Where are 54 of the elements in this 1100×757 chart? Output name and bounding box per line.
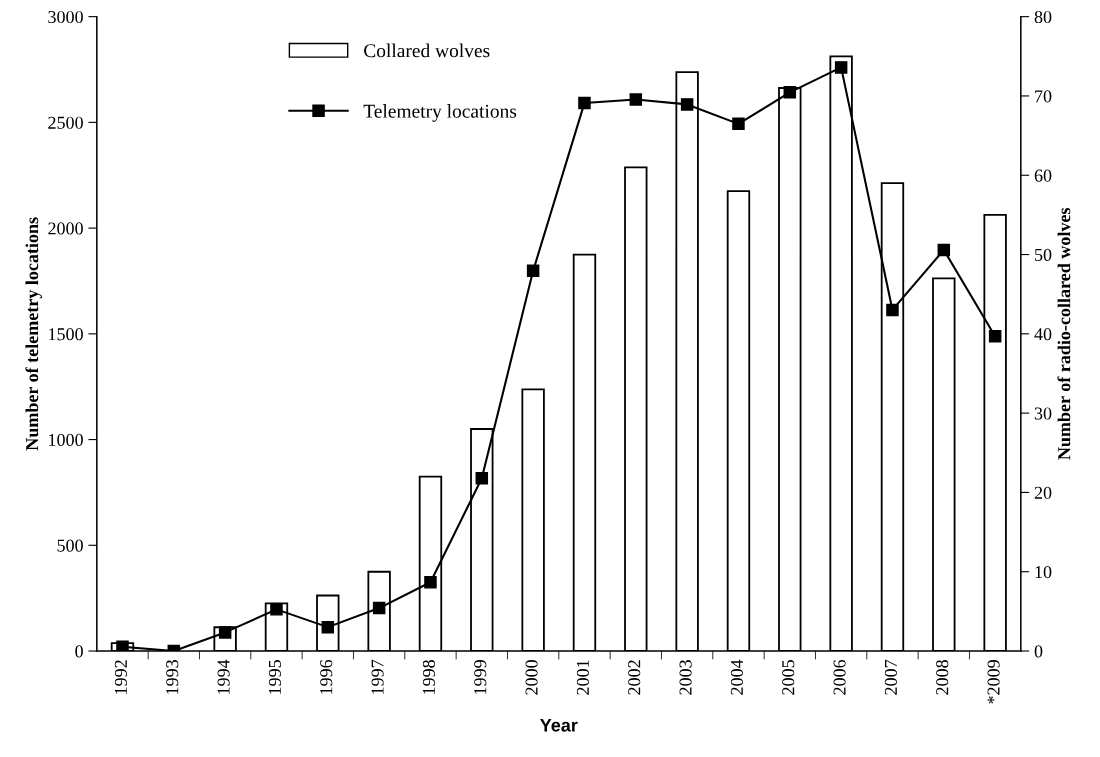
- y2-tick-label: 60: [1034, 169, 1052, 182]
- y2-axis-title: Number of radio-collared wolves: [1057, 207, 1071, 460]
- x-tick-label: 1997: [371, 659, 384, 694]
- y-tick-label: 1000: [49, 433, 83, 447]
- point: [988, 330, 1002, 343]
- x-tick-label: 2002: [628, 660, 641, 695]
- point: [783, 86, 797, 99]
- legend-label: Collared wolves: [364, 43, 490, 58]
- point: [629, 93, 643, 106]
- y-tick-label: 1500: [49, 328, 83, 341]
- point: [321, 620, 335, 634]
- x-tick-label: 1995: [268, 660, 281, 694]
- y2-tick-label: 20: [1034, 486, 1052, 499]
- x-tick-label: 2006: [833, 659, 846, 695]
- x-tick-label: 2008: [936, 660, 949, 695]
- x-tick-label: 2001: [576, 660, 589, 695]
- point: [937, 243, 951, 257]
- legend-label: Telemetry locations: [363, 104, 517, 122]
- y2-tick-label: 10: [1035, 565, 1052, 579]
- x-tick-label: 1992: [114, 660, 127, 694]
- y-tick-label: 3000: [48, 10, 83, 24]
- y-axis-title: Number of telemetry locations: [25, 217, 42, 451]
- point: [834, 61, 848, 74]
- y2-tick-label: 30: [1034, 407, 1052, 420]
- point: [526, 264, 540, 278]
- point: [270, 603, 283, 616]
- point: [578, 96, 591, 110]
- point: [680, 98, 694, 111]
- point: [372, 601, 386, 615]
- y-tick-label: 2000: [48, 222, 83, 235]
- x-tick-label: 1994: [217, 659, 230, 694]
- point: [886, 303, 899, 317]
- y2-tick-label: 40: [1034, 328, 1052, 341]
- x-tick-label: 2003: [679, 660, 692, 695]
- y2-tick-label: 50: [1035, 248, 1052, 261]
- y-tick-label: 0: [75, 645, 83, 658]
- x-tick-label: 2005: [782, 660, 795, 695]
- x-tick-label: 2007: [884, 659, 897, 695]
- point: [732, 117, 745, 131]
- x-tick-label: 1999: [474, 660, 487, 694]
- x-tick-label: 1996: [320, 659, 333, 694]
- point: [424, 576, 437, 589]
- x-tick-label: 1993: [166, 660, 179, 694]
- x-tick-label: *2009: [987, 660, 1000, 704]
- point: [475, 472, 489, 485]
- x-axis-title: Year: [540, 719, 578, 732]
- x-tick-label: 2000: [525, 660, 538, 695]
- y-tick-label: 500: [57, 539, 83, 552]
- y2-tick-label: 70: [1035, 90, 1052, 103]
- y2-tick-label: 0: [1034, 645, 1043, 658]
- y2-tick-label: 80: [1034, 10, 1052, 24]
- x-tick-label: 2004: [730, 659, 743, 695]
- y-tick-label: 2500: [48, 116, 83, 129]
- x-tick-label: 1998: [422, 660, 435, 694]
